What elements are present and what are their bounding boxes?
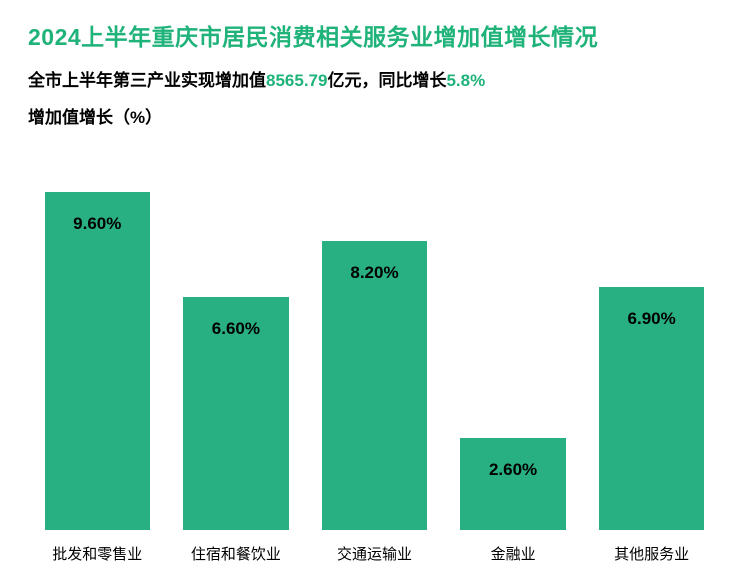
bar-label-2: 8.20% (350, 263, 398, 283)
xtick-4: 其他服务业 (582, 543, 721, 564)
chart-subtitle: 全市上半年第三产业实现增加值8565.79亿元，同比增长5.8% (0, 62, 741, 97)
bar-3: 2.60% (460, 438, 565, 530)
bar-slot: 8.20% (305, 160, 444, 530)
y-axis-label: 增加值增长（%） (0, 97, 741, 134)
xtick-0: 批发和零售业 (28, 543, 167, 564)
bar-0: 9.60% (45, 192, 150, 530)
xtick-3: 金融业 (444, 543, 583, 564)
bar-4: 6.90% (599, 287, 704, 530)
x-axis: 批发和零售业 住宿和餐饮业 交通运输业 金融业 其他服务业 (28, 543, 721, 564)
subtitle-seg-3: 5.8% (446, 71, 485, 90)
subtitle-seg-1: 8565.79 (266, 71, 327, 90)
plot-area: 9.60% 6.60% 8.20% 2.60% 6.90% (28, 160, 721, 530)
bar-slot: 6.60% (167, 160, 306, 530)
bar-1: 6.60% (183, 297, 288, 530)
bar-slot: 9.60% (28, 160, 167, 530)
bar-2: 8.20% (322, 241, 427, 530)
subtitle-seg-2: 亿元，同比增长 (327, 71, 446, 90)
bar-label-0: 9.60% (73, 214, 121, 234)
bars-container: 9.60% 6.60% 8.20% 2.60% 6.90% (28, 160, 721, 530)
bar-label-1: 6.60% (212, 319, 260, 339)
xtick-1: 住宿和餐饮业 (167, 543, 306, 564)
bar-slot: 6.90% (582, 160, 721, 530)
bar-label-3: 2.60% (489, 460, 537, 480)
xtick-2: 交通运输业 (305, 543, 444, 564)
bar-label-4: 6.90% (628, 309, 676, 329)
subtitle-seg-0: 全市上半年第三产业实现增加值 (28, 71, 266, 90)
chart-title: 2024上半年重庆市居民消费相关服务业增加值增长情况 (0, 0, 741, 62)
bar-slot: 2.60% (444, 160, 583, 530)
